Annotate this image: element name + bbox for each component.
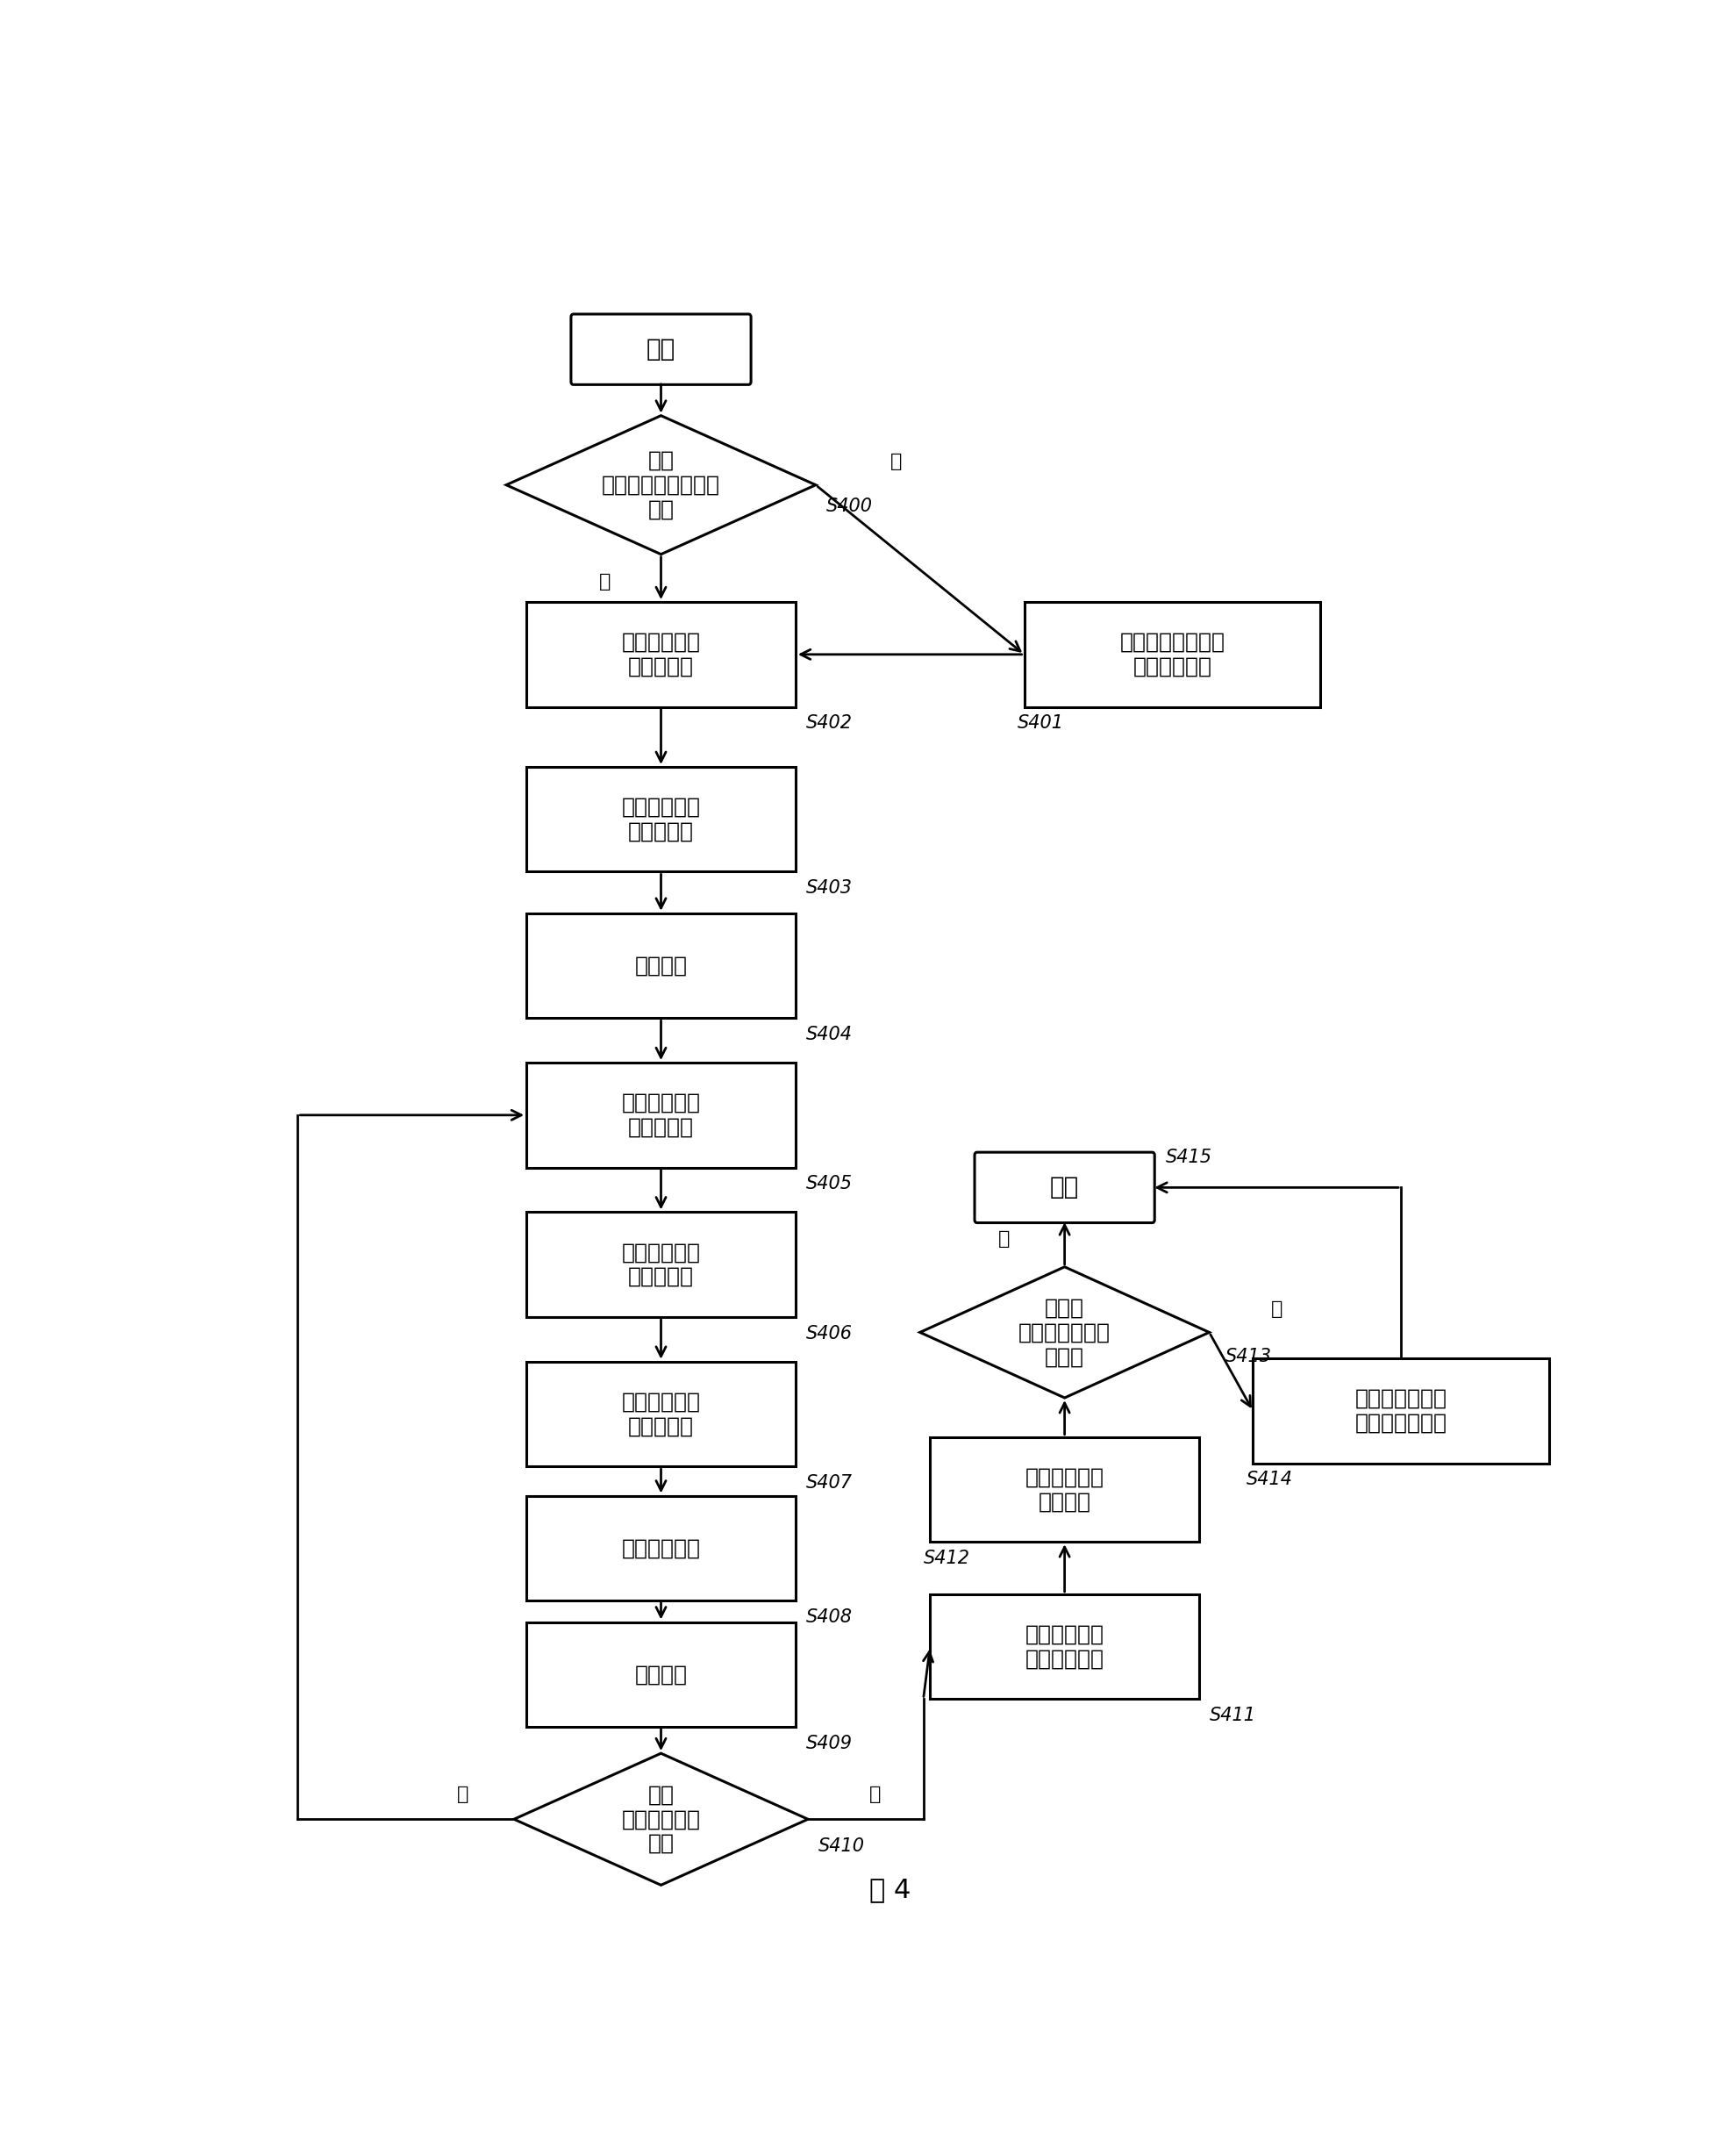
Text: 互换指针: 互换指针 xyxy=(635,955,687,976)
Text: 存储下一宏块
重建后数据: 存储下一宏块 重建后数据 xyxy=(621,1092,700,1137)
Text: 结束: 结束 xyxy=(1050,1175,1080,1199)
Polygon shape xyxy=(507,415,816,555)
Bar xyxy=(526,1062,795,1167)
FancyBboxPatch shape xyxy=(571,315,752,385)
Text: 是: 是 xyxy=(870,1786,882,1803)
Bar xyxy=(526,914,795,1017)
Text: 滤波当前宏块
的竖直边界: 滤波当前宏块 的竖直边界 xyxy=(621,1392,700,1437)
Bar xyxy=(526,602,795,707)
Text: S414: S414 xyxy=(1246,1471,1293,1488)
Bar xyxy=(526,1362,795,1467)
Text: 否: 否 xyxy=(1271,1300,1283,1319)
Text: S409: S409 xyxy=(806,1734,852,1751)
Text: S401: S401 xyxy=(1017,715,1064,732)
Bar xyxy=(526,766,795,871)
Text: 存储上一宏块行的
最后三行数据: 存储上一宏块行的 最后三行数据 xyxy=(1120,632,1226,677)
Text: 存储当前宏块
重建后数据: 存储当前宏块 重建后数据 xyxy=(621,632,700,677)
Polygon shape xyxy=(514,1753,807,1884)
Bar xyxy=(930,1595,1200,1700)
Text: 滤波上一宏块
的水平边界: 滤波上一宏块 的水平边界 xyxy=(621,1242,700,1287)
Text: 输出上一宏块行
的最后两行数据: 输出上一宏块行 的最后两行数据 xyxy=(1354,1387,1448,1434)
Text: S410: S410 xyxy=(819,1837,865,1856)
Text: S415: S415 xyxy=(1165,1150,1212,1167)
Text: S406: S406 xyxy=(806,1325,852,1342)
Text: S411: S411 xyxy=(1210,1706,1257,1724)
Bar xyxy=(526,1497,795,1601)
Text: 互换指针: 互换指针 xyxy=(635,1664,687,1685)
Text: S407: S407 xyxy=(806,1475,852,1492)
Text: 图 4: 图 4 xyxy=(870,1878,910,1903)
Polygon shape xyxy=(920,1267,1210,1398)
Text: 是: 是 xyxy=(998,1231,1010,1248)
Text: 是: 是 xyxy=(599,574,611,591)
Bar xyxy=(1253,1360,1549,1462)
Text: 滤波当前宏块
的竖直边界: 滤波当前宏块 的竖直边界 xyxy=(621,796,700,841)
Text: 是否
到当前宏块行
行尾: 是否 到当前宏块行 行尾 xyxy=(621,1783,700,1854)
Text: S400: S400 xyxy=(826,497,873,514)
Text: S403: S403 xyxy=(806,880,852,897)
Text: 当前宏
块行是否是第一
宏块行: 当前宏 块行是否是第一 宏块行 xyxy=(1019,1297,1111,1368)
Bar xyxy=(1024,602,1321,707)
Text: S408: S408 xyxy=(806,1608,852,1625)
FancyBboxPatch shape xyxy=(974,1152,1154,1223)
Text: 否: 否 xyxy=(891,454,903,471)
Text: 输出上一宏块: 输出上一宏块 xyxy=(621,1537,700,1559)
Bar xyxy=(930,1437,1200,1542)
Text: S402: S402 xyxy=(806,715,852,732)
Text: S404: S404 xyxy=(806,1026,852,1043)
Text: 输出最后一个
宏块数据: 输出最后一个 宏块数据 xyxy=(1026,1467,1104,1512)
Text: 开始: 开始 xyxy=(646,336,675,362)
Text: S413: S413 xyxy=(1226,1347,1272,1366)
Text: 否: 否 xyxy=(457,1786,469,1803)
Text: 滤波最后一个
宏块水平边界: 滤波最后一个 宏块水平边界 xyxy=(1026,1623,1104,1670)
Text: S412: S412 xyxy=(924,1550,970,1567)
Bar xyxy=(526,1623,795,1728)
Text: 当前
宏块行是否是第一宏
块行: 当前 宏块行是否是第一宏 块行 xyxy=(602,450,720,520)
Bar xyxy=(526,1212,795,1317)
Text: S405: S405 xyxy=(806,1175,852,1193)
